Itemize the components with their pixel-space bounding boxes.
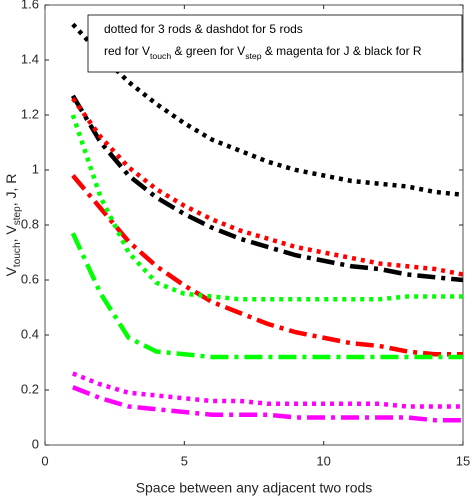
series-line	[72, 371, 463, 409]
x-tick-label: 5	[181, 453, 188, 468]
series-line	[70, 94, 464, 283]
series-line	[71, 174, 463, 357]
y-tick-label: 0.4	[21, 326, 39, 341]
series-line	[70, 232, 463, 360]
y-tick-label: 0.2	[21, 381, 39, 396]
series-line	[72, 385, 463, 423]
x-tick-label: 0	[41, 453, 48, 468]
text-part: , V	[3, 225, 19, 243]
x-tick-label: 10	[316, 453, 330, 468]
text-part: step	[245, 51, 262, 61]
y-tick-label: 1.4	[21, 51, 39, 66]
text-part: & green for V	[171, 44, 245, 58]
y-tick-label: 0	[32, 436, 39, 451]
series-line	[71, 22, 464, 197]
x-axis-label: Space between any adjacent two rods	[136, 480, 373, 496]
x-tick-label: 15	[456, 453, 470, 468]
y-tick-label: 0.6	[21, 271, 39, 286]
y-axis-label: Vtouch, Vstep, J, R	[3, 174, 23, 277]
text-part: V	[3, 266, 19, 276]
text-part: step	[12, 206, 23, 225]
text-part: touch	[150, 51, 171, 61]
y-tick-label: 1	[32, 161, 39, 176]
text-part: , J, R	[3, 174, 19, 207]
series-line	[70, 114, 463, 302]
text-part: & magenta for J & black for R	[262, 44, 422, 58]
legend-entry: dotted for 3 rods & dashdot for 5 rods	[104, 22, 303, 36]
y-tick-label: 1.6	[21, 0, 39, 11]
legend-entry: red for Vtouch & green for Vstep & magen…	[104, 44, 422, 61]
text-part: touch	[12, 242, 23, 267]
legend-box	[87, 14, 463, 73]
y-tick-label: 1.2	[21, 106, 39, 121]
y-tick-label: 0.8	[21, 216, 39, 231]
text-part: dotted for 3 rods & dashdot for 5 rods	[104, 22, 303, 36]
series-line	[71, 97, 464, 277]
text-part: red for V	[104, 44, 150, 58]
